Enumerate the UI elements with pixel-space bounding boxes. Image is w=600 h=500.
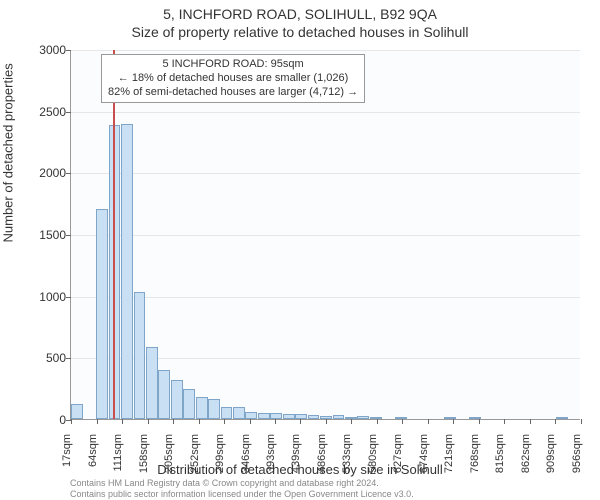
- ytick-label: 1000: [26, 290, 66, 304]
- xtick-mark: [402, 419, 403, 424]
- histogram-bar: [208, 399, 220, 419]
- xtick-label: 815sqm: [494, 434, 506, 479]
- xtick-label: 393sqm: [265, 434, 277, 479]
- xtick-mark: [122, 419, 123, 424]
- histogram-bar: [171, 380, 183, 419]
- histogram-bar: [395, 417, 407, 419]
- xtick-mark: [275, 419, 276, 424]
- xtick-label: 768sqm: [469, 434, 481, 479]
- xtick-label: 627sqm: [392, 434, 404, 479]
- histogram-bar: [134, 292, 146, 419]
- xtick-label: 674sqm: [418, 434, 430, 479]
- ytick-label: 500: [26, 351, 66, 365]
- xtick-mark: [326, 419, 327, 424]
- reference-line: [113, 50, 115, 419]
- ytick-mark: [66, 112, 71, 113]
- xtick-mark: [173, 419, 174, 424]
- ytick-label: 3000: [26, 43, 66, 57]
- footer-line-1: Contains HM Land Registry data © Crown c…: [70, 478, 379, 488]
- page-title: 5, INCHFORD ROAD, SOLIHULL, B92 9QA: [0, 6, 600, 22]
- histogram-bar: [96, 209, 108, 419]
- histogram-bar: [245, 412, 257, 419]
- xtick-mark: [581, 419, 582, 424]
- histogram-bar: [196, 397, 208, 419]
- xtick-label: 17sqm: [61, 434, 73, 479]
- histogram-bar: [258, 413, 270, 419]
- xtick-mark: [377, 419, 378, 424]
- ytick-label: 0: [26, 413, 66, 427]
- xtick-mark: [97, 419, 98, 424]
- gridline-h: [71, 50, 580, 51]
- annotation-box: 5 INCHFORD ROAD: 95sqm← 18% of detached …: [101, 54, 365, 103]
- histogram-bar: [444, 417, 456, 419]
- plot-area: 5 INCHFORD ROAD: 95sqm← 18% of detached …: [70, 50, 580, 420]
- histogram-bar: [270, 413, 282, 419]
- xtick-mark: [453, 419, 454, 424]
- annotation-line-1: 5 INCHFORD ROAD: 95sqm: [108, 58, 358, 72]
- xtick-mark: [479, 419, 480, 424]
- xtick-label: 64sqm: [87, 434, 99, 479]
- histogram-bar: [556, 417, 568, 419]
- xtick-label: 486sqm: [316, 434, 328, 479]
- footer-line-2: Contains public sector information licen…: [70, 489, 414, 499]
- xtick-mark: [250, 419, 251, 424]
- ytick-label: 2000: [26, 166, 66, 180]
- histogram-bar: [357, 416, 369, 419]
- histogram-bar: [233, 407, 245, 419]
- ytick-mark: [66, 235, 71, 236]
- xtick-mark: [148, 419, 149, 424]
- xtick-label: 252sqm: [189, 434, 201, 479]
- ytick-label: 1500: [26, 228, 66, 242]
- ytick-mark: [66, 50, 71, 51]
- annotation-line-3: 82% of semi-detached houses are larger (…: [108, 86, 358, 100]
- xtick-label: 533sqm: [341, 434, 353, 479]
- xtick-label: 580sqm: [367, 434, 379, 479]
- histogram-bar: [71, 404, 83, 419]
- page-subtitle: Size of property relative to detached ho…: [0, 24, 600, 40]
- xtick-label: 439sqm: [290, 434, 302, 479]
- histogram-bar: [158, 370, 170, 419]
- histogram-bar: [183, 389, 195, 419]
- xtick-mark: [530, 419, 531, 424]
- histogram-bar: [221, 407, 233, 419]
- ytick-label: 2500: [26, 105, 66, 119]
- xtick-mark: [199, 419, 200, 424]
- gridline-h: [71, 112, 580, 113]
- histogram-bar: [370, 417, 382, 419]
- xtick-label: 721sqm: [443, 434, 455, 479]
- xtick-label: 111sqm: [112, 434, 124, 479]
- histogram-bar: [121, 124, 133, 419]
- histogram-bar: [308, 415, 320, 419]
- gridline-h: [71, 173, 580, 174]
- xtick-mark: [504, 419, 505, 424]
- chart-container: 5, INCHFORD ROAD, SOLIHULL, B92 9QA Size…: [0, 0, 600, 500]
- xtick-mark: [224, 419, 225, 424]
- gridline-h: [71, 297, 580, 298]
- xtick-label: 346sqm: [240, 434, 252, 479]
- y-axis-label: Number of detached properties: [1, 63, 16, 242]
- ytick-mark: [66, 173, 71, 174]
- histogram-bar: [283, 414, 295, 419]
- xtick-mark: [351, 419, 352, 424]
- histogram-bar: [333, 415, 345, 419]
- ytick-mark: [66, 297, 71, 298]
- gridline-h: [71, 235, 580, 236]
- ytick-mark: [66, 358, 71, 359]
- annotation-line-2: ← 18% of detached houses are smaller (1,…: [108, 72, 358, 86]
- xtick-label: 956sqm: [571, 434, 583, 479]
- xtick-mark: [71, 419, 72, 424]
- xtick-mark: [428, 419, 429, 424]
- xtick-label: 158sqm: [138, 434, 150, 479]
- xtick-mark: [555, 419, 556, 424]
- xtick-label: 205sqm: [163, 434, 175, 479]
- xtick-mark: [300, 419, 301, 424]
- xtick-label: 909sqm: [545, 434, 557, 479]
- xtick-label: 862sqm: [520, 434, 532, 479]
- xtick-label: 299sqm: [214, 434, 226, 479]
- histogram-bar: [146, 347, 158, 419]
